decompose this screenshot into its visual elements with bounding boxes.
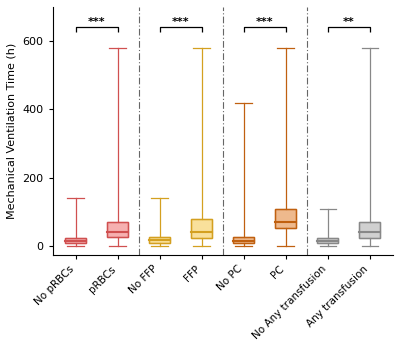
Y-axis label: Mechanical Ventilation Time (h): Mechanical Ventilation Time (h) — [7, 43, 17, 219]
Bar — [318, 238, 338, 243]
Bar — [360, 222, 380, 238]
Bar — [149, 237, 170, 243]
Text: ***: *** — [88, 17, 106, 27]
Bar — [65, 238, 86, 243]
Bar — [360, 222, 380, 238]
Bar — [107, 222, 128, 237]
Bar — [191, 219, 212, 238]
Bar — [275, 208, 296, 228]
Bar — [233, 237, 254, 243]
Bar — [318, 238, 338, 243]
Bar — [65, 238, 86, 243]
Text: **: ** — [343, 17, 355, 27]
Bar — [275, 208, 296, 228]
Text: ***: *** — [172, 17, 190, 27]
Bar — [149, 237, 170, 243]
Bar — [191, 219, 212, 238]
Text: ***: *** — [256, 17, 274, 27]
Bar — [107, 222, 128, 237]
Bar — [233, 237, 254, 243]
